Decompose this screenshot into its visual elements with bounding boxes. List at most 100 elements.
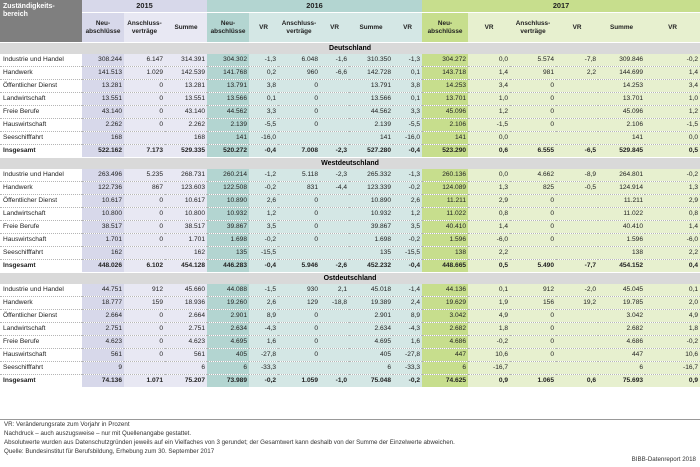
row-label: Öffentlicher Dienst (0, 194, 82, 208)
table-cell: -1,3 (393, 54, 423, 67)
table-row: Industrie und Handel 263.496 5.235 268.731 2… (0, 169, 700, 182)
table-cell: -4,3 (249, 322, 279, 336)
table-cell: -33,3 (393, 361, 423, 375)
table-cell: 0 (124, 233, 165, 247)
table-cell: 141 (207, 131, 250, 145)
col-header: Summe (598, 12, 646, 43)
table-cell: 141.513 (82, 66, 124, 80)
table-cell: 9 (82, 361, 124, 375)
table-cell: 0 (124, 105, 165, 119)
table-cell: 448.665 (422, 259, 469, 273)
table-cell: 44.562 (207, 105, 250, 119)
table-cell: 3,5 (393, 220, 423, 234)
table-cell: 74.136 (82, 374, 124, 387)
table-cell: 529.335 (165, 144, 208, 158)
year-header-2017: 2017 (422, 0, 700, 13)
table-cell: -0,2 (249, 233, 279, 247)
table-cell: 448.026 (82, 259, 124, 273)
table-cell (320, 79, 350, 93)
table-cell: 0,1 (468, 284, 511, 297)
table-cell: 43.140 (82, 105, 124, 119)
table-cell (320, 361, 350, 375)
table-cell: 1,2 (645, 105, 700, 119)
table-cell: 0 (510, 92, 557, 106)
col-header: VR (320, 12, 350, 43)
table-cell: 10.890 (207, 194, 250, 208)
table-cell: 2,2 (556, 66, 599, 80)
table-cell: 10,6 (645, 348, 700, 362)
table-cell (510, 361, 557, 375)
section-header-row: Westdeutschland (0, 157, 700, 169)
table-cell: -33,3 (249, 361, 279, 375)
table-cell: 1,4 (645, 66, 700, 80)
table-cell: 4.695 (207, 335, 250, 349)
table-cell: 2.751 (165, 322, 208, 336)
table-row: Handwerk 122.736 867 123.603 122.508 -0,2 831-… (0, 181, 700, 195)
table-cell: 0,6 (556, 374, 599, 387)
table-cell: 3,4 (645, 79, 700, 93)
table-cell: 0 (278, 79, 321, 93)
table-cell: 1,0 (468, 92, 511, 106)
table-cell: 1,2 (468, 105, 511, 119)
table-cell: 0 (124, 335, 165, 349)
col-header: VR (556, 12, 599, 43)
table-row: Landwirtschaft 2.751 0 2.751 2.634 -4,3 0 2.634… (0, 322, 700, 336)
table-cell: -27,8 (393, 348, 423, 362)
table-cell: 123.603 (165, 181, 208, 195)
table-row: Landwirtschaft 10.800 0 10.800 10.932 1,2 0 10.… (0, 207, 700, 221)
table-cell: 2.106 (598, 118, 646, 132)
table-cell (320, 131, 350, 145)
table-cell (320, 246, 350, 260)
table-cell: 2.682 (422, 322, 469, 336)
section-header-row: Ostdeutschland (0, 272, 700, 284)
table-cell: 138 (422, 246, 469, 260)
table-cell: 0,1 (393, 66, 423, 80)
year-header-2015: 2015 (82, 0, 208, 13)
section-title: Ostdeutschland (0, 272, 700, 284)
table-cell: 75.048 (349, 374, 394, 387)
table-cell: 0,1 (393, 92, 423, 106)
table-cell: 454.152 (598, 259, 646, 273)
total-row: Insgesamt 448.026 6.102 454.128 446.283 -0,4 5… (0, 259, 700, 273)
table-cell: 2.262 (82, 118, 124, 132)
table-cell: 0,0 (468, 131, 511, 145)
row-label: Handwerk (0, 66, 82, 80)
table-cell: 2.901 (207, 309, 250, 323)
table-cell: 38.517 (82, 220, 124, 234)
row-label: Seeschifffahrt (0, 246, 82, 260)
table-cell: 0,5 (645, 144, 700, 158)
table-cell: 1.701 (165, 233, 208, 247)
table-cell (278, 131, 321, 145)
table-cell: 268.731 (165, 169, 208, 182)
table-cell: 0 (278, 92, 321, 106)
row-label: Hauswirtschaft (0, 348, 82, 362)
table-cell: 1.698 (207, 233, 250, 247)
table-cell (556, 220, 599, 234)
table-cell: 3,3 (393, 105, 423, 119)
table-cell: 265.332 (349, 169, 394, 182)
table-cell: 6 (422, 361, 469, 375)
table-cell: 4.623 (165, 335, 208, 349)
table-cell: 5.574 (510, 54, 557, 67)
table-cell: 1,8 (468, 322, 511, 336)
table-cell: 45.018 (349, 284, 394, 297)
table-cell (124, 131, 165, 145)
table-cell: 6.147 (124, 54, 165, 67)
table-cell: 143.718 (422, 66, 469, 80)
table-cell: -0,2 (645, 335, 700, 349)
table-cell: 2.664 (82, 309, 124, 323)
table-cell: -7,7 (556, 259, 599, 273)
table-cell: 1.065 (510, 374, 557, 387)
table-cell: 405 (349, 348, 394, 362)
table-cell: 0 (124, 207, 165, 221)
table-cell: 260.214 (207, 169, 250, 182)
table-cell: 1.596 (422, 233, 469, 247)
table-cell: 0 (278, 348, 321, 362)
table-cell: -1,3 (249, 54, 279, 67)
table-cell: -27,8 (249, 348, 279, 362)
table-cell: 141.768 (207, 66, 250, 80)
table-cell: 2.682 (598, 322, 646, 336)
table-cell: 0,8 (468, 207, 511, 221)
table-row: Industrie und Handel 308.244 6.147 314.391 3… (0, 54, 700, 67)
table-cell: -0,2 (393, 374, 423, 387)
